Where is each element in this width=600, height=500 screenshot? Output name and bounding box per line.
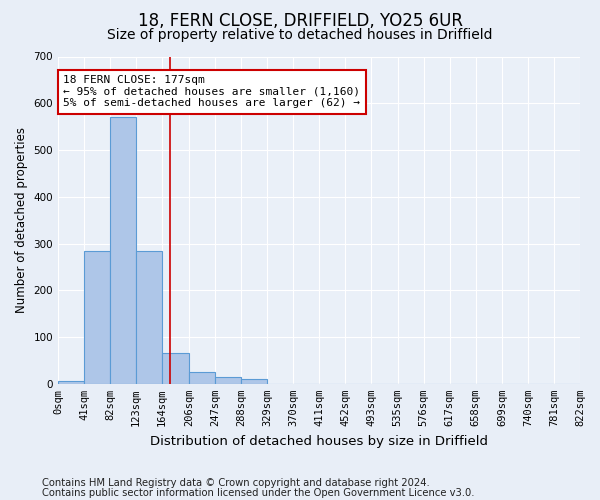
X-axis label: Distribution of detached houses by size in Driffield: Distribution of detached houses by size … [150,434,488,448]
Bar [241,379,267,384]
Text: Contains public sector information licensed under the Open Government Licence v3: Contains public sector information licen… [42,488,475,498]
Bar [162,354,189,384]
Text: 18, FERN CLOSE, DRIFFIELD, YO25 6UR: 18, FERN CLOSE, DRIFFIELD, YO25 6UR [137,12,463,30]
Text: Size of property relative to detached houses in Driffield: Size of property relative to detached ho… [107,28,493,42]
Bar [58,382,84,384]
Bar [84,250,110,384]
Text: 18 FERN CLOSE: 177sqm
← 95% of detached houses are smaller (1,160)
5% of semi-de: 18 FERN CLOSE: 177sqm ← 95% of detached … [63,75,360,108]
Bar [189,372,215,384]
Bar [136,250,162,384]
Y-axis label: Number of detached properties: Number of detached properties [15,127,28,313]
Bar [110,118,136,384]
Text: Contains HM Land Registry data © Crown copyright and database right 2024.: Contains HM Land Registry data © Crown c… [42,478,430,488]
Bar [215,377,241,384]
